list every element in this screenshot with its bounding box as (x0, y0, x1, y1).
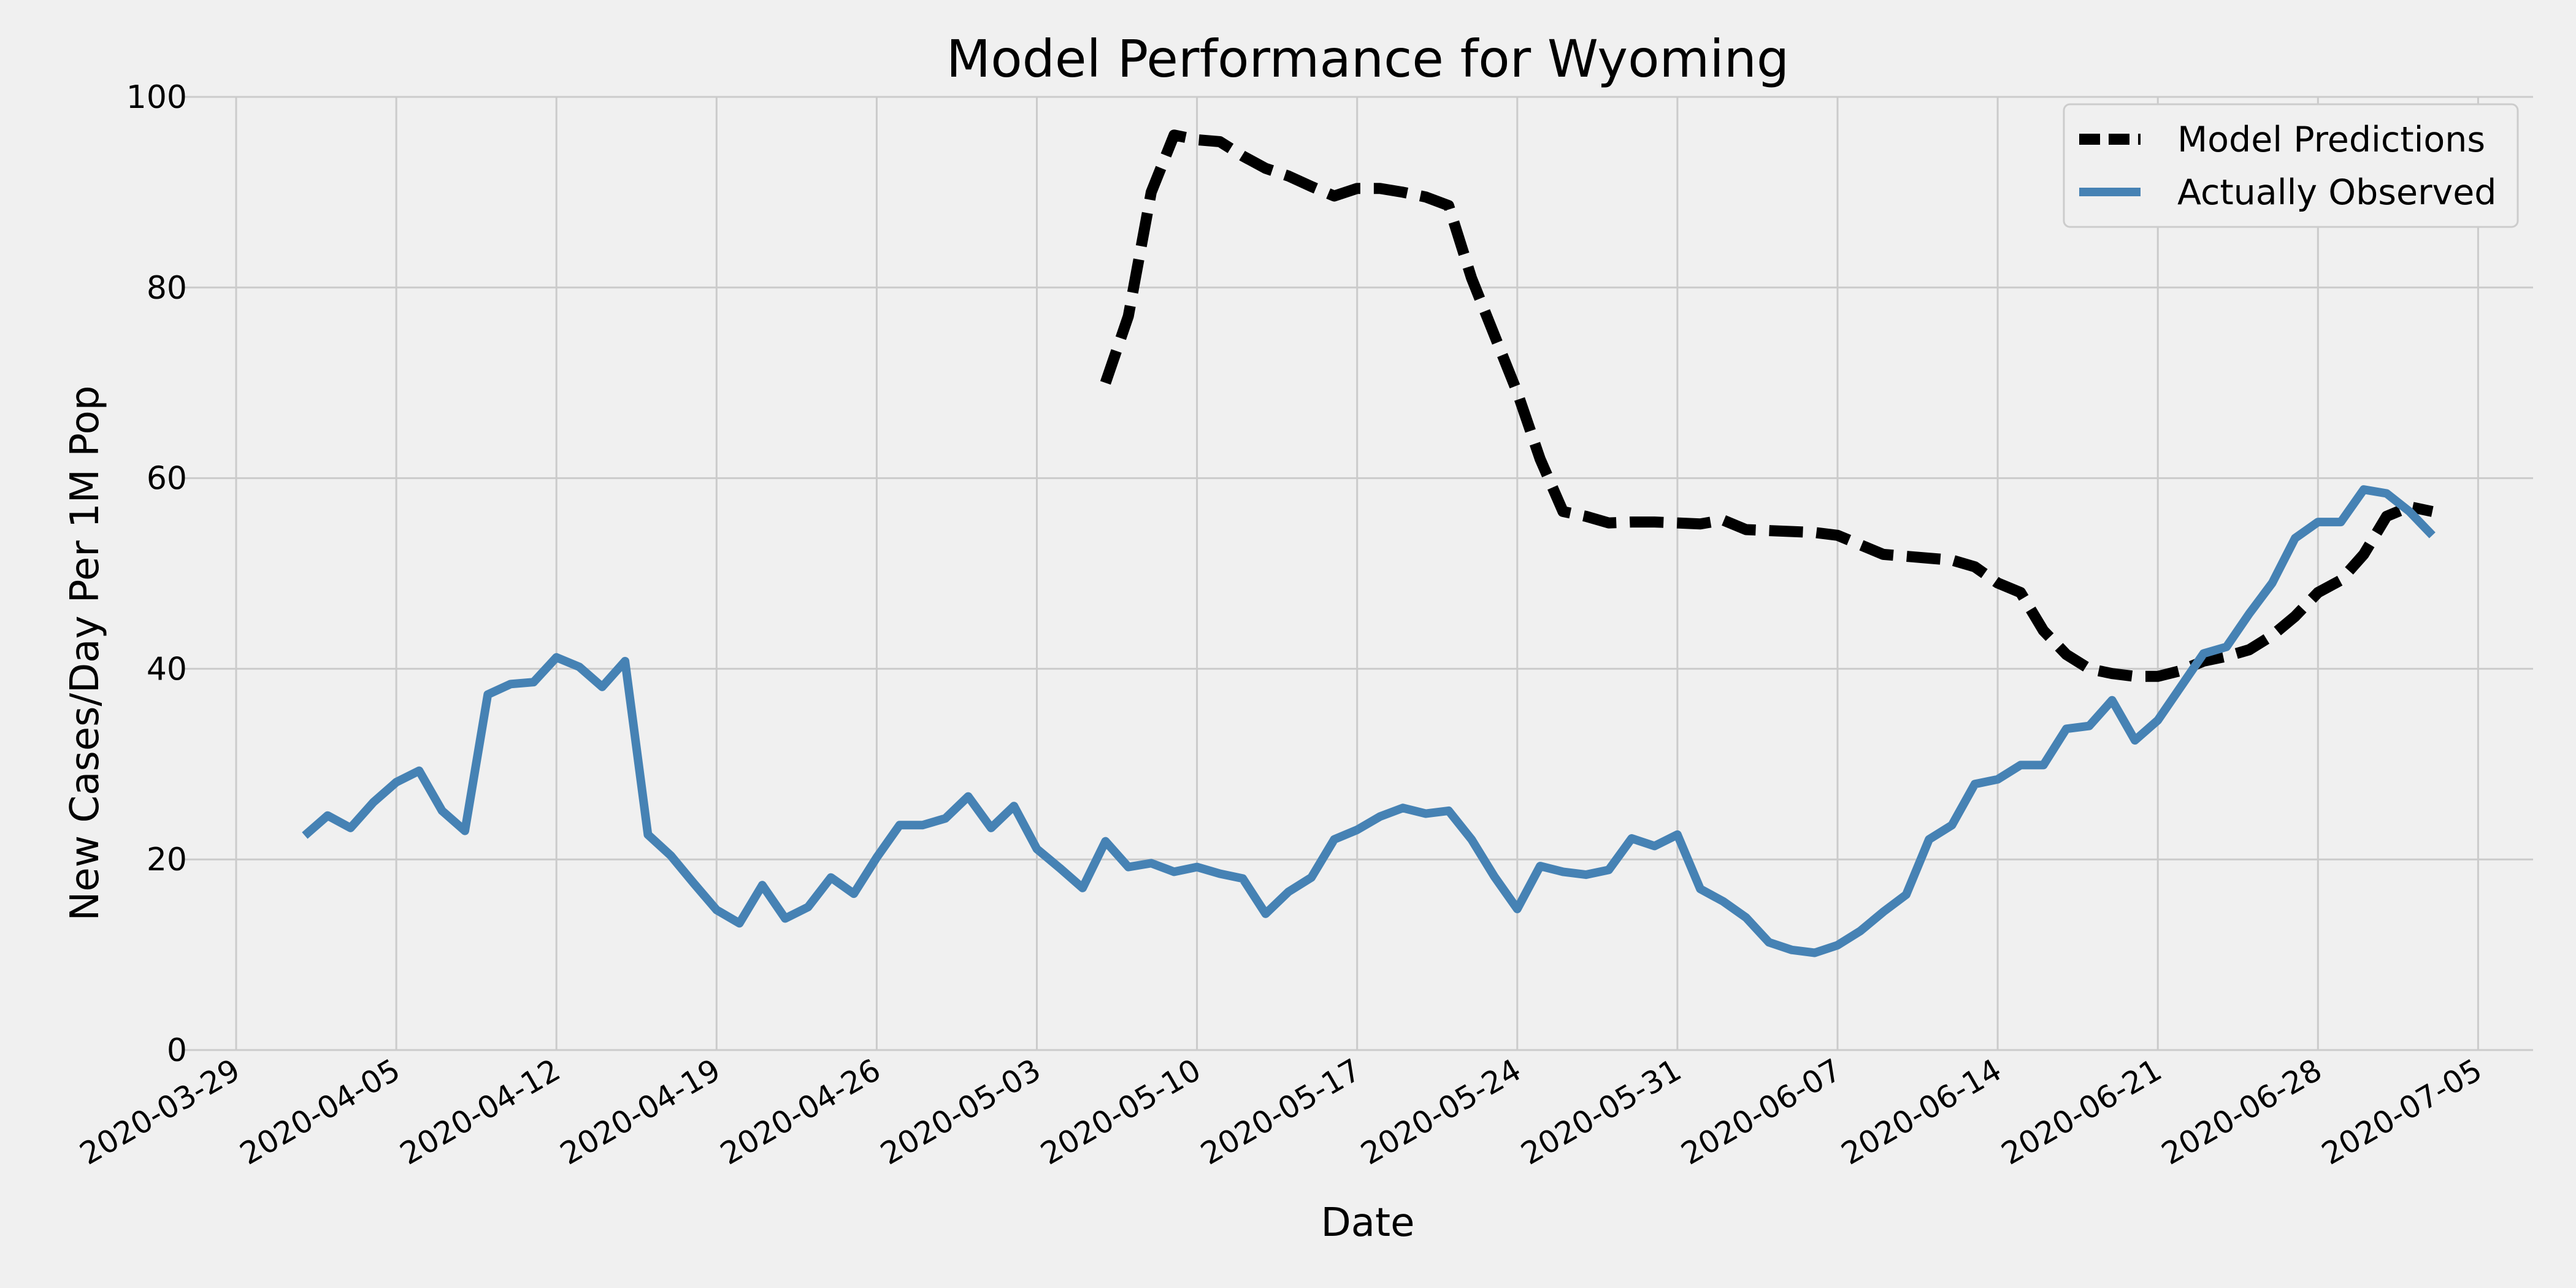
y-tick-label: 20 (147, 841, 187, 878)
legend-label-model-predictions: Model Predictions (2177, 120, 2485, 160)
legend-box (2063, 103, 2519, 228)
y-tick-labels: 0 20 40 60 80 100 (126, 79, 187, 1069)
y-tick-label: 80 (147, 270, 187, 307)
y-tick-label: 60 (147, 461, 187, 497)
y-axis-label: New Cases/Day Per 1M Pop (63, 386, 108, 921)
legend: Model Predictions Actually Observed (2063, 103, 2519, 228)
chart-title: Model Performance for Wyoming (946, 29, 1790, 89)
legend-label-actually-observed: Actually Observed (2177, 172, 2497, 213)
y-tick-label: 100 (126, 79, 187, 116)
y-tick-label: 40 (147, 651, 187, 688)
series-line-model-predictions (1100, 129, 2434, 682)
y-tick-label: 0 (167, 1032, 187, 1069)
x-axis-label: Date (1321, 1200, 1415, 1246)
series-line-actually-observed (302, 485, 2436, 957)
series-layer (302, 129, 2436, 957)
